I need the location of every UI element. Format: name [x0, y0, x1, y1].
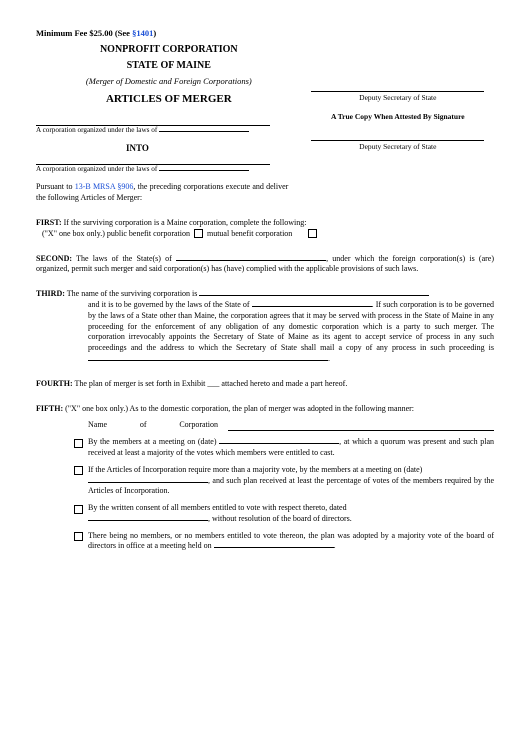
- second-state-blank[interactable]: [176, 260, 326, 261]
- fifth-text: ("X" one box only.) As to the domestic c…: [65, 404, 414, 413]
- header-subtitle: (Merger of Domestic and Foreign Corporat…: [36, 76, 302, 87]
- third-name-blank[interactable]: [199, 295, 429, 296]
- second-label: SECOND:: [36, 254, 72, 263]
- opt2-date[interactable]: [88, 482, 208, 483]
- first-label: FIRST:: [36, 218, 62, 227]
- attest-label: A True Copy When Attested By Signature: [302, 112, 494, 122]
- section-fifth: FIFTH: ("X" one box only.) As to the dom…: [36, 404, 494, 553]
- section-third: THIRD: The name of the surviving corpora…: [36, 289, 494, 365]
- opt3-text: By the written consent of all members en…: [88, 503, 494, 525]
- third-label: THIRD:: [36, 289, 65, 298]
- deputy-label-1: Deputy Secretary of State: [302, 93, 494, 103]
- checkbox-mutual-benefit[interactable]: [308, 229, 317, 238]
- form-page: Minimum Fee $25.00 (See §1401) NONPROFIT…: [0, 0, 530, 749]
- first-sub: ("X" one box only.) public benefit corpo…: [42, 229, 190, 238]
- mrsa-link[interactable]: 13-B MRSA §906: [75, 182, 134, 191]
- checkbox-public-benefit[interactable]: [194, 229, 203, 238]
- fifth-label: FIFTH:: [36, 404, 63, 413]
- corp1-laws-blank[interactable]: [159, 131, 249, 132]
- opt4-date[interactable]: [214, 547, 334, 548]
- opt2-text: If the Articles of Incorporation require…: [88, 465, 494, 497]
- corp2-laws-blank[interactable]: [159, 170, 249, 171]
- opt3-date[interactable]: [88, 520, 208, 521]
- section-second: SECOND: The laws of the State(s) of , un…: [36, 254, 494, 276]
- first-sub2: mutual benefit corporation: [207, 229, 292, 238]
- corp2-label: A corporation organized under the laws o…: [36, 165, 302, 175]
- checkbox-opt4[interactable]: [74, 532, 83, 541]
- header-title: ARTICLES OF MERGER: [36, 92, 302, 107]
- min-fee-prefix: Minimum Fee $25.00 (See: [36, 28, 132, 38]
- section-fourth: FOURTH: The plan of merger is set forth …: [36, 379, 494, 390]
- corp1-label: A corporation organized under the laws o…: [36, 126, 302, 136]
- header-nonprofit: NONPROFIT CORPORATION: [36, 43, 302, 57]
- opt1-text: By the members at a meeting on (date) , …: [88, 437, 494, 459]
- opt1-date[interactable]: [219, 443, 339, 444]
- checkbox-opt3[interactable]: [74, 505, 83, 514]
- name-of-corp-blank[interactable]: [228, 420, 494, 431]
- third-address-blank[interactable]: [88, 360, 328, 361]
- section-first: FIRST: If the surviving corporation is a…: [36, 218, 494, 240]
- header-state: STATE OF MAINE: [36, 59, 302, 73]
- sig-line-2: [311, 140, 484, 141]
- into-label: INTO: [126, 142, 302, 154]
- section-1401-link[interactable]: §1401: [132, 28, 153, 38]
- min-fee-suffix: ): [153, 28, 156, 38]
- sig-line-1: [311, 91, 484, 92]
- pursuant-text: Pursuant to 13-B MRSA §906, the precedin…: [36, 182, 288, 204]
- name-of-corp-row: Name of Corporation: [88, 420, 494, 431]
- third-state-blank[interactable]: [252, 306, 372, 307]
- opt4-text: There being no members, or no members en…: [88, 531, 494, 553]
- checkbox-opt1[interactable]: [74, 439, 83, 448]
- checkbox-opt2[interactable]: [74, 466, 83, 475]
- minimum-fee: Minimum Fee $25.00 (See §1401): [36, 28, 494, 39]
- fourth-label: FOURTH:: [36, 379, 73, 388]
- first-text: If the surviving corporation is a Maine …: [64, 218, 307, 227]
- deputy-label-2: Deputy Secretary of State: [302, 142, 494, 152]
- fourth-text: The plan of merger is set forth in Exhib…: [74, 379, 347, 388]
